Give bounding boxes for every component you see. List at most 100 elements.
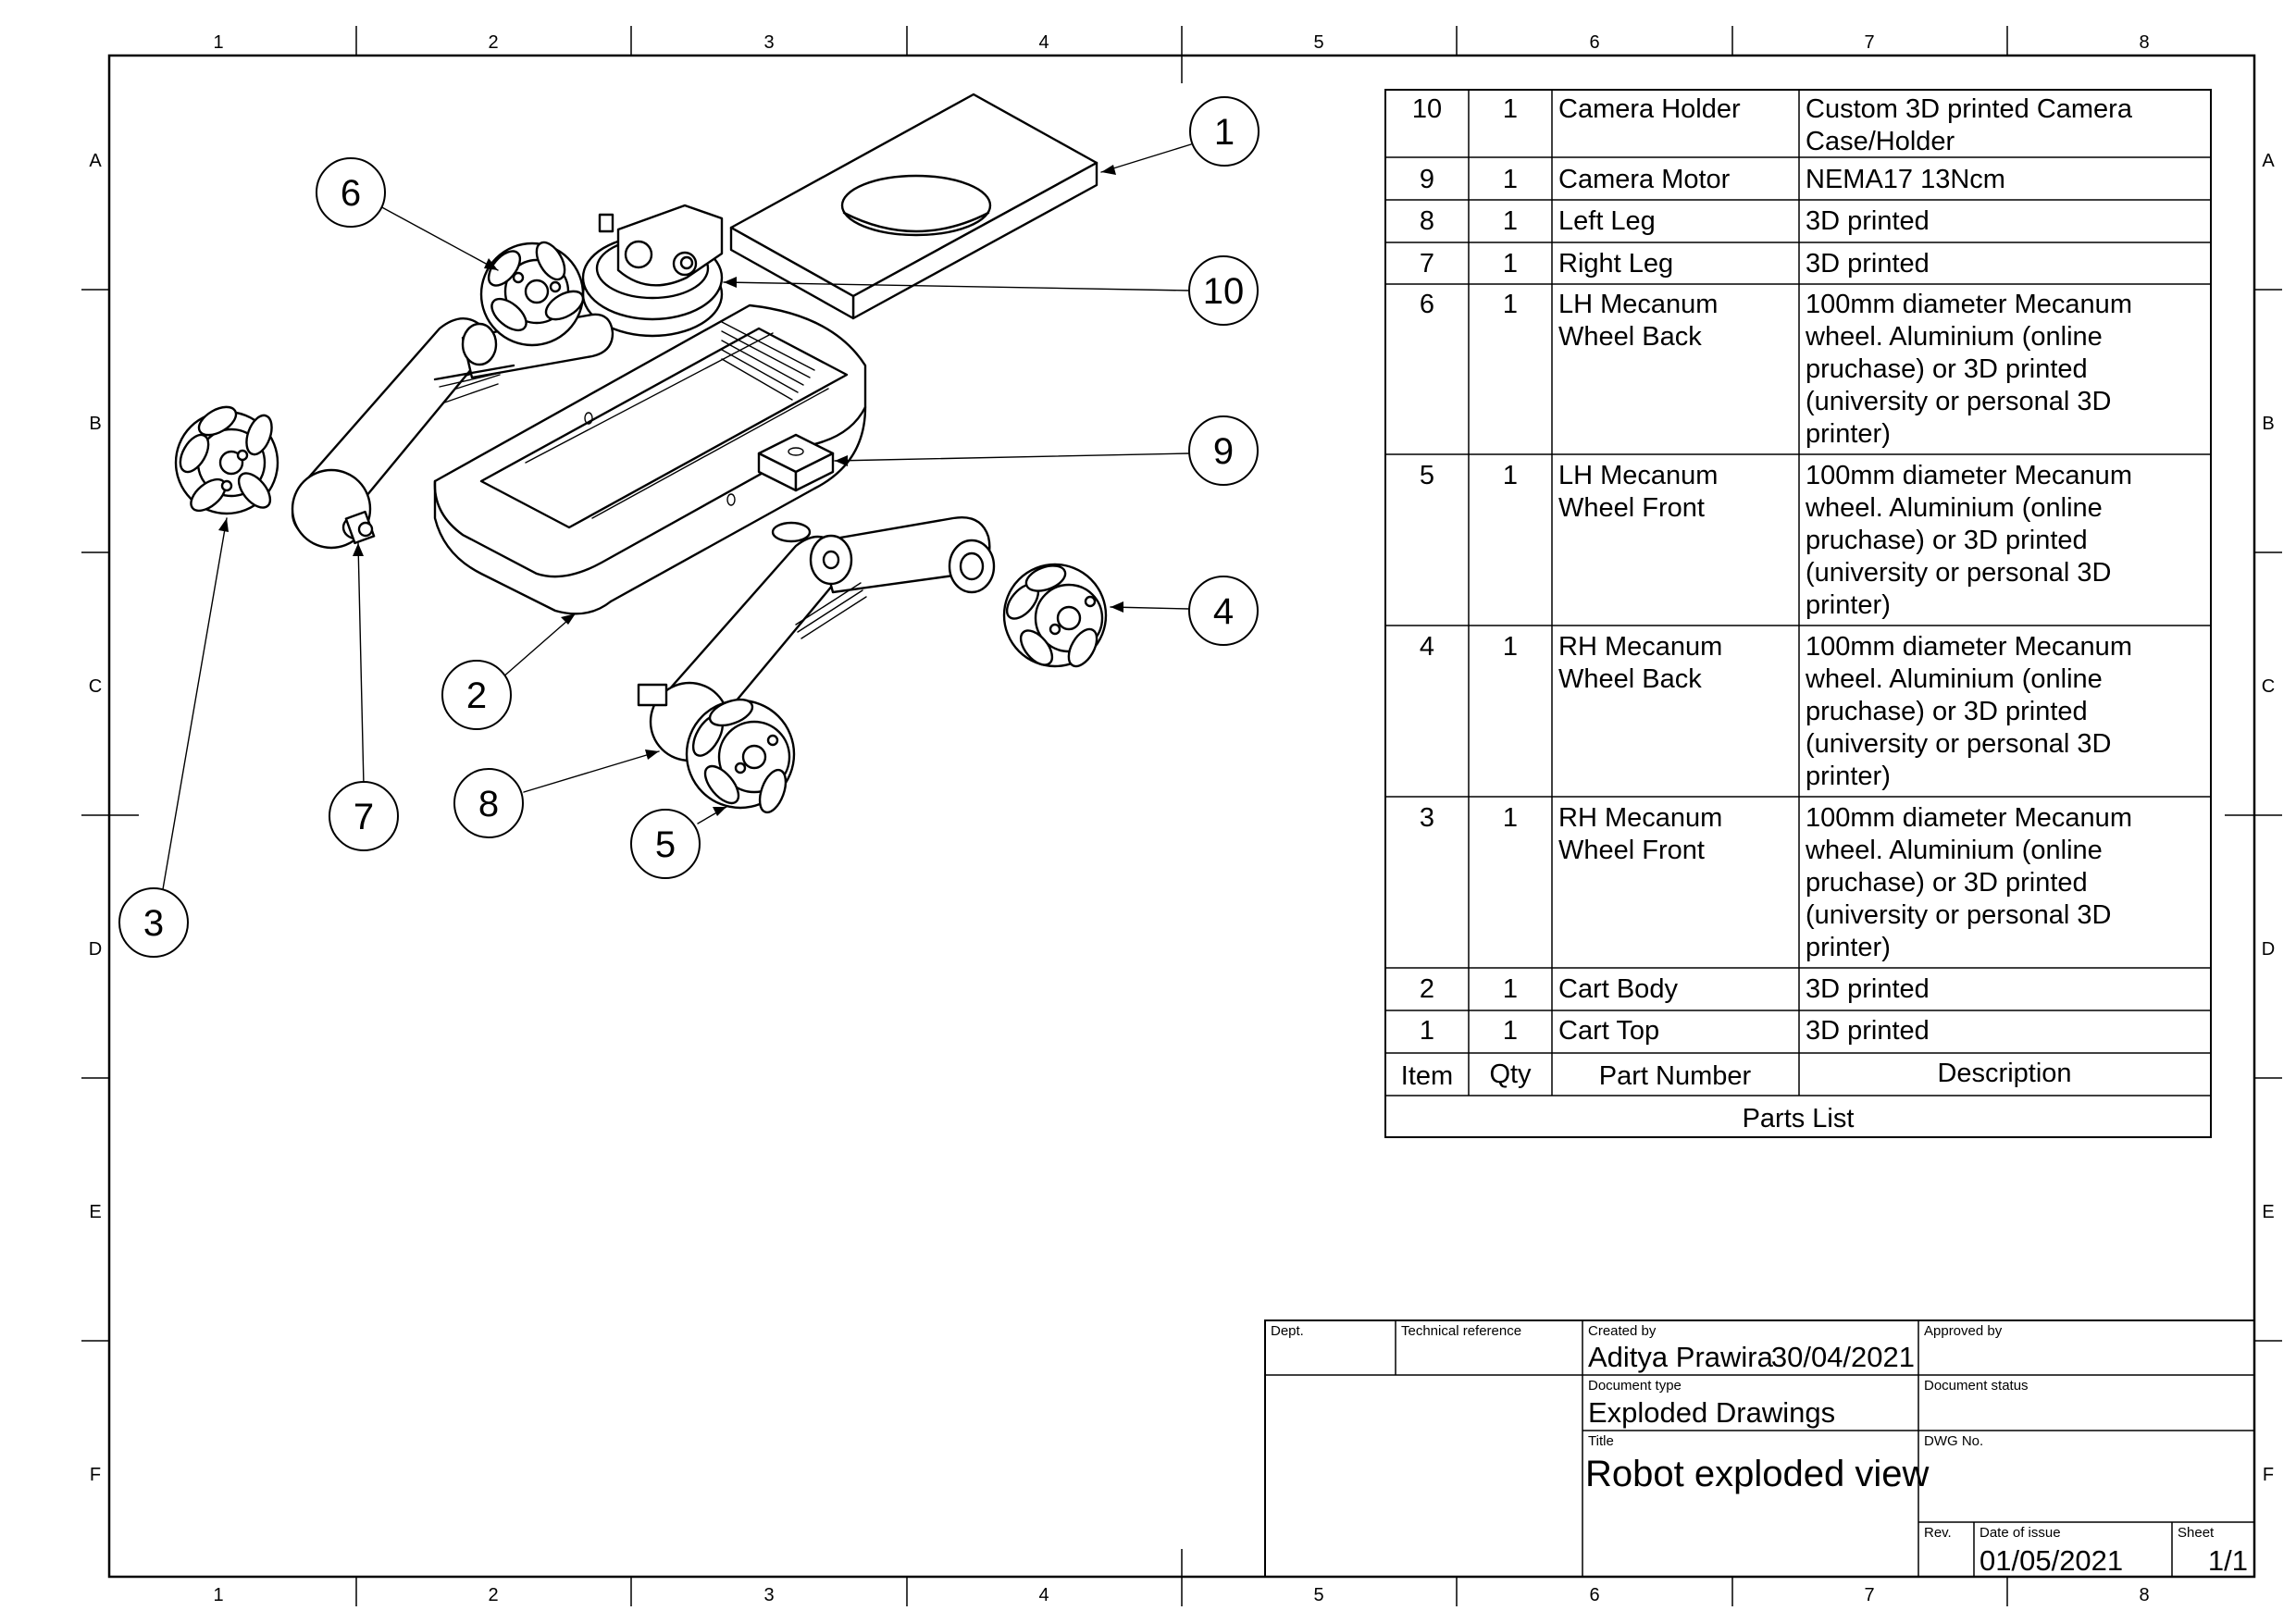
document-type: Exploded Drawings — [1588, 1396, 1835, 1429]
sheet-label: Sheet — [2178, 1525, 2215, 1541]
description: printer) — [1806, 762, 1891, 791]
quantity: 1 — [1503, 974, 1518, 1004]
part-number: LH Mecanum — [1558, 461, 1718, 490]
description: printer) — [1806, 419, 1891, 449]
quantity: 1 — [1503, 206, 1518, 236]
document-type-label: Document type — [1588, 1378, 1682, 1394]
description: (university or personal 3D — [1806, 387, 2111, 416]
part-number: Camera Holder — [1558, 94, 1741, 124]
item-number: 5 — [1420, 461, 1434, 490]
zone-row-label: C — [89, 676, 102, 697]
description: Custom 3D printed Camera — [1806, 94, 2133, 124]
part-number: Wheel Back — [1558, 664, 1702, 694]
balloon-1: 1 — [1189, 96, 1260, 167]
zone-row-label: F — [2263, 1465, 2274, 1485]
description: 3D printed — [1806, 206, 1930, 236]
parts-list-title: Parts List — [1743, 1104, 1855, 1134]
item-number: 9 — [1420, 165, 1434, 194]
zone-col-label: 8 — [2139, 1585, 2149, 1605]
zone-col-label: 6 — [1589, 32, 1599, 53]
zone-labels-right: A B C D E F — [2262, 151, 2276, 1485]
description: (university or personal 3D — [1806, 558, 2111, 588]
parts-row: 6 1 LH Mecanum Wheel Back 100mm diameter… — [1420, 290, 2132, 449]
zone-col-label: 7 — [1864, 1585, 1874, 1605]
description: 3D printed — [1806, 974, 1930, 1004]
zone-row-label: D — [2262, 939, 2275, 960]
balloon-6: 6 — [316, 157, 386, 228]
zone-row-label: B — [89, 414, 101, 434]
parts-row: 5 1 LH Mecanum Wheel Front 100mm diamete… — [1420, 461, 2132, 620]
description: Case/Holder — [1806, 127, 1955, 156]
description: 100mm diameter Mecanum — [1806, 803, 2132, 833]
zone-col-label: 1 — [213, 1585, 223, 1605]
quantity: 1 — [1503, 632, 1518, 662]
part-number: RH Mecanum — [1558, 803, 1722, 833]
part-number: Wheel Front — [1558, 836, 1705, 865]
technical-reference-label: Technical reference — [1401, 1323, 1521, 1339]
description: pruchase) or 3D printed — [1806, 868, 2088, 898]
camera-motor-part — [757, 433, 835, 492]
document-status-label: Document status — [1924, 1378, 2029, 1394]
zone-col-label: 4 — [1038, 1585, 1049, 1605]
part-number: Wheel Back — [1558, 322, 1702, 352]
part-number: RH Mecanum — [1558, 632, 1722, 662]
mecanum-wheel-part — [1002, 563, 1108, 668]
dept-label: Dept. — [1271, 1323, 1304, 1339]
quantity: 1 — [1503, 290, 1518, 319]
balloon-number: 6 — [341, 173, 361, 214]
parts-list-table: 10 1 Camera Holder Custom 3D printed Cam… — [1384, 89, 2212, 1138]
balloon-number: 4 — [1213, 591, 1234, 632]
balloon-10: 10 — [1188, 255, 1259, 326]
title-block: Dept. Technical reference Created by Adi… — [1264, 1319, 2255, 1578]
parts-row: 10 1 Camera Holder Custom 3D printed Cam… — [1412, 94, 2133, 156]
exploded-view — [174, 93, 1108, 814]
mecanum-wheel-part — [479, 241, 585, 347]
zone-labels-left: A B C D E F — [89, 151, 103, 1485]
zone-row-label: A — [89, 151, 102, 171]
parts-header-row: Item Qty Part Number Description — [1401, 1059, 2072, 1091]
balloon-4: 4 — [1188, 576, 1259, 646]
mecanum-wheel-part — [174, 405, 279, 515]
balloon-number: 7 — [354, 797, 374, 837]
zone-row-label: D — [89, 939, 102, 960]
balloon-7: 7 — [329, 781, 399, 851]
parts-row: 2 1 Cart Body 3D printed — [1420, 974, 1930, 1004]
balloon-number: 2 — [466, 675, 487, 716]
parts-row: 3 1 RH Mecanum Wheel Front 100mm diamete… — [1420, 803, 2132, 962]
parts-row: 9 1 Camera Motor NEMA17 13Ncm — [1420, 165, 2005, 194]
camera-holder-part — [581, 204, 724, 338]
parts-row: 1 1 Cart Top 3D printed — [1420, 1016, 1930, 1046]
description: pruchase) or 3D printed — [1806, 697, 2088, 726]
balloon-number: 5 — [655, 824, 676, 865]
description: 100mm diameter Mecanum — [1806, 290, 2132, 319]
quantity: 1 — [1503, 1016, 1518, 1046]
left-leg-part — [637, 516, 996, 762]
balloon-9: 9 — [1188, 415, 1259, 486]
description: 3D printed — [1806, 249, 1930, 279]
description: (university or personal 3D — [1806, 900, 2111, 930]
quantity: 1 — [1503, 461, 1518, 490]
mecanum-wheel-part — [685, 698, 796, 814]
part-number: Left Leg — [1558, 206, 1656, 236]
zone-row-label: E — [2262, 1202, 2274, 1222]
zone-col-label: 2 — [488, 1585, 498, 1605]
item-number: 2 — [1420, 974, 1434, 1004]
rev-label: Rev. — [1924, 1525, 1952, 1541]
description: (university or personal 3D — [1806, 729, 2111, 759]
approved-by-label: Approved by — [1924, 1323, 2003, 1339]
zone-col-label: 7 — [1864, 32, 1874, 53]
balloon-number: 9 — [1213, 431, 1234, 472]
description: wheel. Aluminium (online — [1805, 493, 2103, 523]
parts-row: 4 1 RH Mecanum Wheel Back 100mm diameter… — [1420, 632, 2132, 791]
zone-col-label: 3 — [763, 32, 774, 53]
zone-col-label: 8 — [2139, 32, 2149, 53]
zone-col-label: 1 — [213, 32, 223, 53]
date-of-issue-label: Date of issue — [1980, 1525, 2061, 1541]
zone-col-label: 5 — [1313, 1585, 1323, 1605]
zone-col-label: 6 — [1589, 1585, 1599, 1605]
sheet-number: 1/1 — [2208, 1544, 2248, 1577]
qty-header: Qty — [1489, 1059, 1532, 1089]
balloon-number: 3 — [143, 903, 164, 944]
description: printer) — [1806, 933, 1891, 962]
